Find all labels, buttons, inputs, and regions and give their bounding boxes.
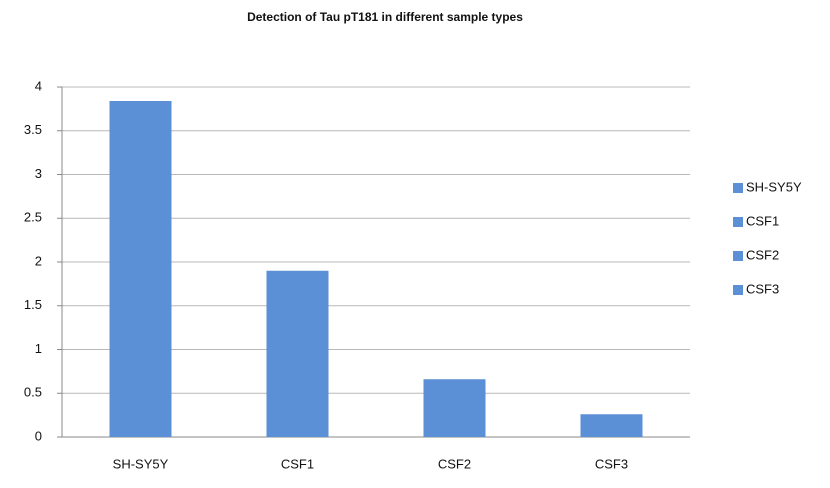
legend-swatch: [733, 217, 743, 227]
legend-label: CSF1: [746, 213, 779, 228]
x-tick-label: CSF3: [595, 456, 628, 471]
legend-label: SH-SY5Y: [746, 179, 802, 194]
y-tick-label: 1.5: [24, 297, 42, 312]
y-tick-label: 2.5: [24, 210, 42, 225]
legend-label: CSF2: [746, 247, 779, 262]
x-tick-label: CSF2: [438, 456, 471, 471]
y-tick-label: 3.5: [24, 122, 42, 137]
legend-swatch: [733, 183, 743, 193]
bar: [266, 270, 329, 437]
y-tick-label: 0.5: [24, 385, 42, 400]
legend-swatch: [733, 251, 743, 261]
x-tick-label: CSF1: [281, 456, 314, 471]
x-tick-label: SH-SY5Y: [113, 456, 169, 471]
bar: [423, 379, 486, 437]
y-tick-label: 1: [35, 341, 42, 356]
y-tick-label: 2: [35, 253, 42, 268]
legend-label: CSF3: [746, 281, 779, 296]
chart-title: Detection of Tau pT181 in different samp…: [247, 10, 523, 24]
y-tick-label: 4: [35, 78, 42, 93]
bar: [580, 414, 643, 437]
legend-swatch: [733, 285, 743, 295]
bar: [109, 101, 172, 437]
y-tick-label: 3: [35, 166, 42, 181]
y-tick-label: 0: [35, 428, 42, 443]
